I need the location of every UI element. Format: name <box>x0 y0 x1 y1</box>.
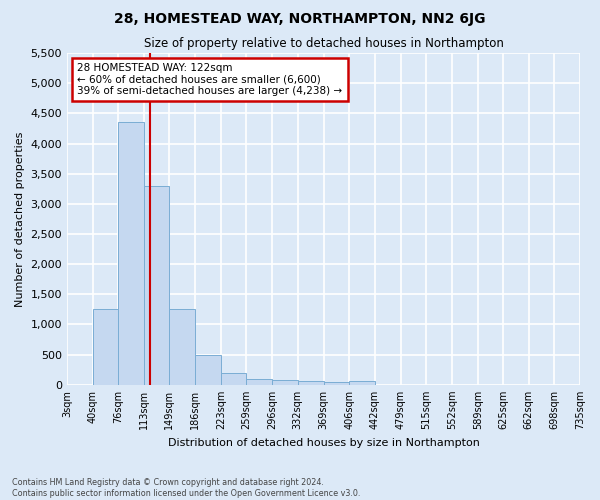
Bar <box>118 122 144 385</box>
Bar <box>247 379 272 385</box>
Bar <box>144 186 169 385</box>
Bar <box>298 382 323 385</box>
Bar <box>221 372 247 385</box>
Bar <box>93 309 118 385</box>
Bar <box>195 355 221 385</box>
Y-axis label: Number of detached properties: Number of detached properties <box>15 131 25 306</box>
Bar <box>323 382 349 385</box>
Bar <box>349 382 374 385</box>
Title: Size of property relative to detached houses in Northampton: Size of property relative to detached ho… <box>143 38 503 51</box>
X-axis label: Distribution of detached houses by size in Northampton: Distribution of detached houses by size … <box>167 438 479 448</box>
Text: 28, HOMESTEAD WAY, NORTHAMPTON, NN2 6JG: 28, HOMESTEAD WAY, NORTHAMPTON, NN2 6JG <box>114 12 486 26</box>
Bar <box>272 380 298 385</box>
Text: 28 HOMESTEAD WAY: 122sqm
← 60% of detached houses are smaller (6,600)
39% of sem: 28 HOMESTEAD WAY: 122sqm ← 60% of detach… <box>77 63 343 96</box>
Bar <box>169 309 195 385</box>
Text: Contains HM Land Registry data © Crown copyright and database right 2024.
Contai: Contains HM Land Registry data © Crown c… <box>12 478 361 498</box>
